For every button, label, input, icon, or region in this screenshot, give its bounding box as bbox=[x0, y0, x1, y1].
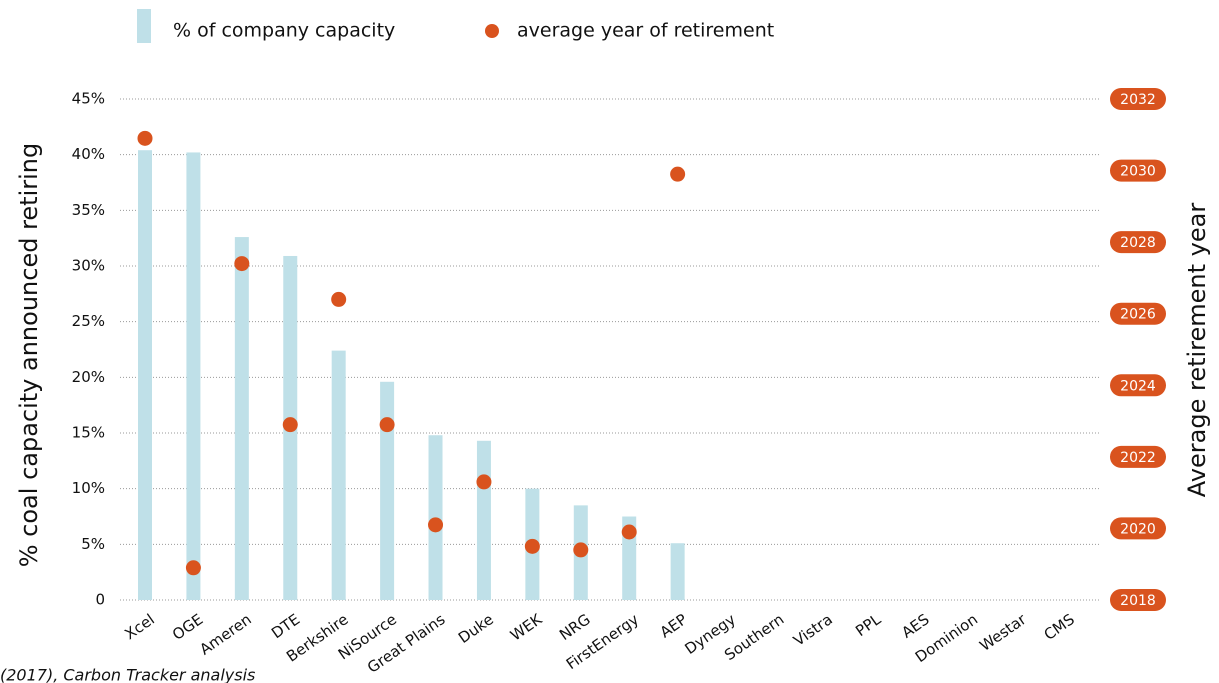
y2-tick-label: 2028 bbox=[1120, 235, 1156, 251]
x-tick-label: Westar bbox=[976, 610, 1030, 655]
bar bbox=[476, 440, 491, 600]
y2-axis-title: Average retirement year bbox=[1183, 203, 1211, 498]
y-tick-label: 10% bbox=[72, 479, 105, 497]
dot bbox=[428, 517, 444, 533]
y2-tick-mark bbox=[1110, 589, 1166, 611]
dot bbox=[670, 166, 686, 182]
y2-tick-label: 2032 bbox=[1120, 92, 1156, 108]
dot bbox=[476, 474, 492, 490]
dot bbox=[331, 291, 347, 307]
x-tick-label: OGE bbox=[169, 610, 206, 644]
bar bbox=[331, 350, 346, 600]
y2-tick-label: 2030 bbox=[1120, 164, 1156, 180]
legend-swatch bbox=[485, 24, 499, 38]
y-tick-label: 20% bbox=[72, 368, 105, 386]
y-tick-label: 35% bbox=[72, 201, 105, 219]
dot bbox=[524, 538, 540, 554]
y-tick-label: 5% bbox=[81, 535, 105, 553]
y2-tick-label: 2024 bbox=[1120, 378, 1156, 394]
x-tick-label: PPL bbox=[852, 610, 885, 640]
bar bbox=[138, 150, 152, 601]
y2-tick-label: 2018 bbox=[1120, 593, 1156, 609]
y2-tick-mark bbox=[1110, 517, 1166, 540]
x-tick-label: AES bbox=[898, 610, 932, 642]
x-tick-label: Duke bbox=[455, 610, 497, 647]
bar bbox=[670, 543, 685, 600]
dot bbox=[379, 417, 395, 433]
bar bbox=[186, 152, 201, 600]
source-note: (2017), Carbon Tracker analysis bbox=[0, 666, 255, 683]
x-tick-label: NRG bbox=[556, 610, 594, 644]
dot bbox=[621, 524, 637, 540]
y-tick-label: 15% bbox=[72, 424, 105, 442]
y-tick-label: 30% bbox=[72, 257, 105, 275]
x-tick-label: DTE bbox=[268, 610, 303, 642]
dot bbox=[573, 542, 589, 558]
dot bbox=[282, 417, 298, 433]
x-tick-label: AEP bbox=[657, 610, 691, 641]
dot bbox=[185, 560, 201, 576]
y2-tick-mark bbox=[1110, 302, 1166, 325]
y2-tick-label: 2020 bbox=[1120, 521, 1156, 537]
x-tick-label: WEK bbox=[507, 610, 546, 645]
y2-tick-mark bbox=[1110, 231, 1166, 254]
bar bbox=[234, 237, 249, 600]
y-tick-label: 0 bbox=[95, 591, 105, 609]
y2-tick-mark bbox=[1110, 159, 1166, 182]
y2-tick-mark bbox=[1110, 374, 1166, 397]
legend-swatch bbox=[137, 9, 151, 43]
y2-tick-label: 2022 bbox=[1120, 450, 1156, 466]
legend-label: % of company capacity bbox=[173, 20, 395, 42]
y2-tick-label: 2026 bbox=[1120, 307, 1156, 323]
x-tick-label: Xcel bbox=[121, 610, 157, 643]
x-tick-label: Vistra bbox=[790, 610, 836, 649]
y-axis-title: % coal capacity announced retiring bbox=[15, 143, 43, 568]
legend-label: average year of retirement bbox=[517, 20, 774, 42]
dot bbox=[234, 256, 250, 272]
y-tick-label: 40% bbox=[72, 145, 105, 163]
y2-tick-mark bbox=[1110, 88, 1166, 110]
x-tick-label: CMS bbox=[1041, 610, 1078, 644]
bar bbox=[380, 381, 395, 600]
dot bbox=[137, 130, 153, 146]
y2-tick-mark bbox=[1110, 445, 1166, 468]
y-tick-label: 25% bbox=[72, 312, 105, 330]
y-tick-label: 45% bbox=[72, 90, 105, 108]
x-tick-label: Ameren bbox=[196, 610, 254, 658]
